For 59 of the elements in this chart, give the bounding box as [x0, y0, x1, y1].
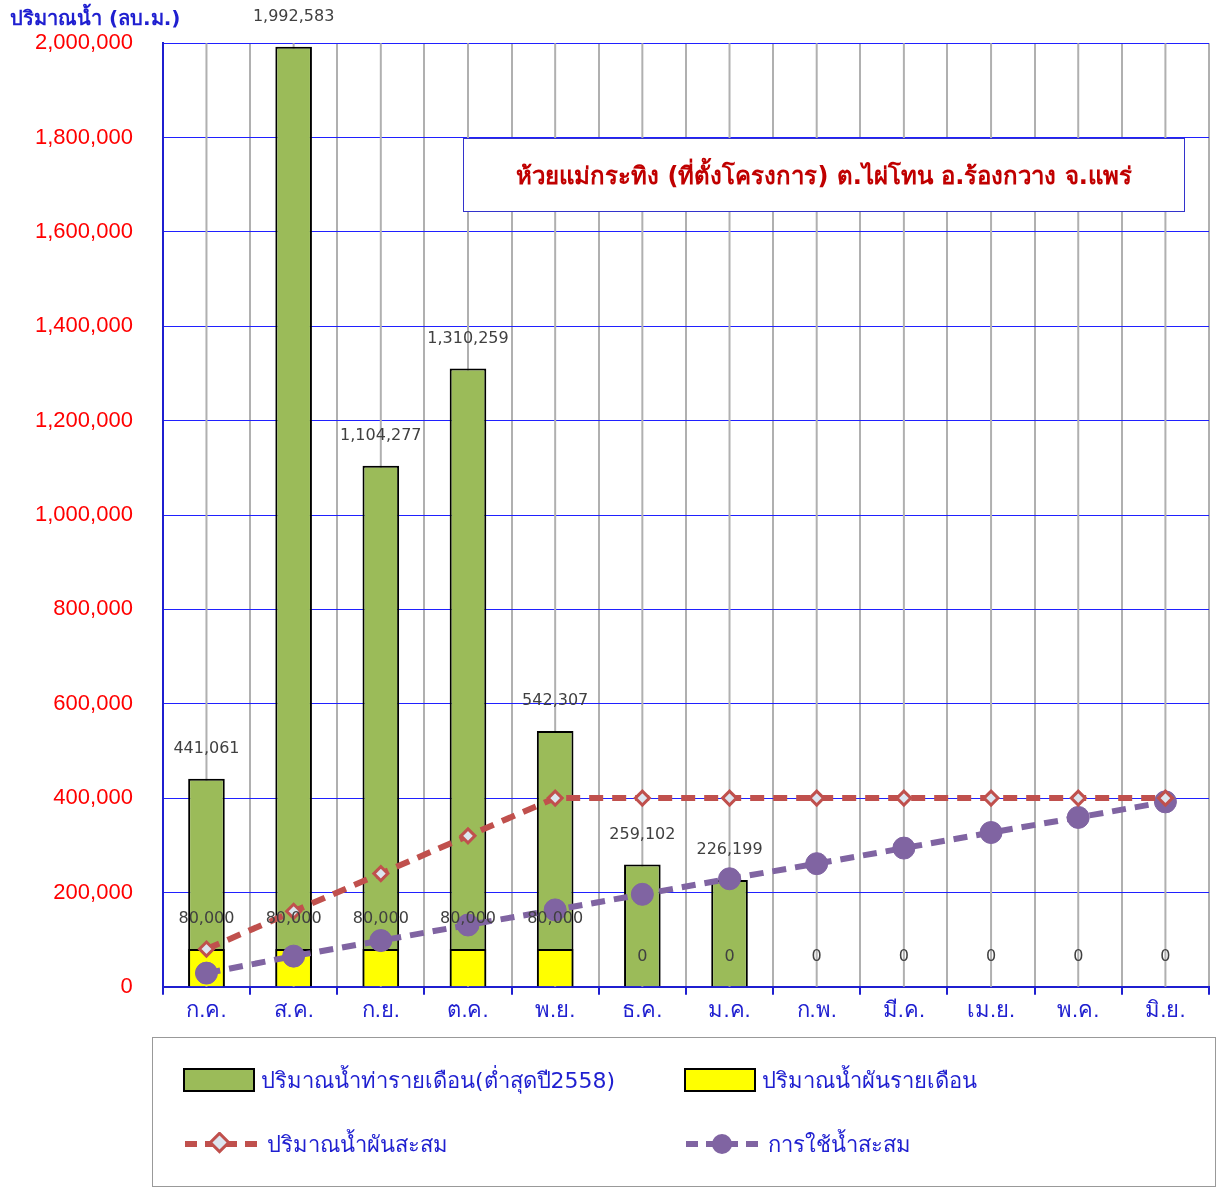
point — [979, 821, 1003, 845]
y-tick-label: 200,000 — [53, 878, 133, 904]
point — [805, 852, 829, 876]
y-tick-label: 1,200,000 — [35, 406, 133, 432]
point — [895, 789, 913, 807]
x-tick-label: ก.พ. — [796, 997, 837, 1023]
y-tick-label: 1,000,000 — [35, 501, 133, 527]
legend-label: ปริมาณน้ำท่ารายเดือน(ต่ำสุดปี2558) — [261, 1064, 616, 1096]
legend-label: การใช้น้ำสะสม — [768, 1128, 911, 1159]
data-label: 1,992,583 — [252, 5, 335, 25]
y-tick-label: 1,400,000 — [35, 312, 133, 338]
data-label: 226,199 — [696, 839, 763, 859]
y-axis-title: ปริมาณน้ำ (ลบ.ม.) — [10, 2, 181, 32]
data-label: 0 — [724, 945, 735, 965]
text-box: ห้วยแม่กระทิง (ที่ตั้งโครงการ) ต.ไผ่โทน อ.ร้องกวาง จ.แพร่ — [463, 138, 1185, 212]
y-tick-label: 800,000 — [53, 595, 133, 621]
data-label: 80,000 — [265, 908, 322, 928]
data-label: 0 — [985, 945, 997, 965]
x-tick-label: ส.ค. — [273, 997, 314, 1023]
x-tick-label: ม.ค. — [708, 997, 751, 1023]
point — [630, 882, 654, 906]
data-label: 1,310,259 — [427, 327, 509, 347]
y-tick-label: 1,800,000 — [35, 123, 133, 149]
data-label: 0 — [898, 945, 909, 965]
data-label: 441,061 — [173, 737, 240, 757]
data-label: 0 — [811, 945, 822, 965]
x-tick-label: เม.ย. — [966, 997, 1016, 1023]
data-label: 0 — [1073, 945, 1084, 965]
x-tick-label: พ.ย. — [535, 997, 576, 1023]
data-label: 1,104,277 — [340, 424, 422, 444]
legend-label: ปริมาณน้ำผันรายเดือน — [762, 1064, 977, 1095]
point — [718, 867, 742, 891]
data-label: 0 — [637, 945, 648, 965]
data-label: 80,000 — [527, 908, 584, 928]
data-label: 259,102 — [609, 823, 676, 843]
point — [1066, 805, 1090, 829]
point — [633, 789, 651, 807]
x-tick-label: มี.ค. — [882, 997, 925, 1023]
point — [1069, 789, 1087, 807]
data-label: 80,000 — [440, 908, 496, 928]
point — [372, 865, 390, 883]
x-tick-label: ก.ย. — [361, 997, 400, 1023]
x-tick-label: ต.ค. — [447, 997, 489, 1023]
x-tick-label: มิ.ย. — [1145, 997, 1186, 1023]
y-tick-label: 600,000 — [53, 689, 133, 715]
x-tick-label: ธ.ค. — [622, 997, 663, 1023]
y-tick-label: 2,000,000 — [35, 29, 133, 55]
point — [892, 836, 916, 860]
y-tick-label: 1,600,000 — [35, 217, 133, 243]
point — [197, 940, 215, 958]
point — [369, 929, 393, 953]
data-label: 0 — [1160, 945, 1171, 965]
x-tick-label: พ.ค. — [1057, 997, 1100, 1023]
y-tick-label: 400,000 — [53, 784, 133, 810]
legend-label: ปริมาณน้ำผันสะสม — [267, 1128, 448, 1159]
x-tick-label: ก.ค. — [186, 997, 227, 1023]
point — [459, 827, 477, 845]
y-tick-label: 0 — [120, 972, 133, 998]
point — [546, 789, 564, 807]
